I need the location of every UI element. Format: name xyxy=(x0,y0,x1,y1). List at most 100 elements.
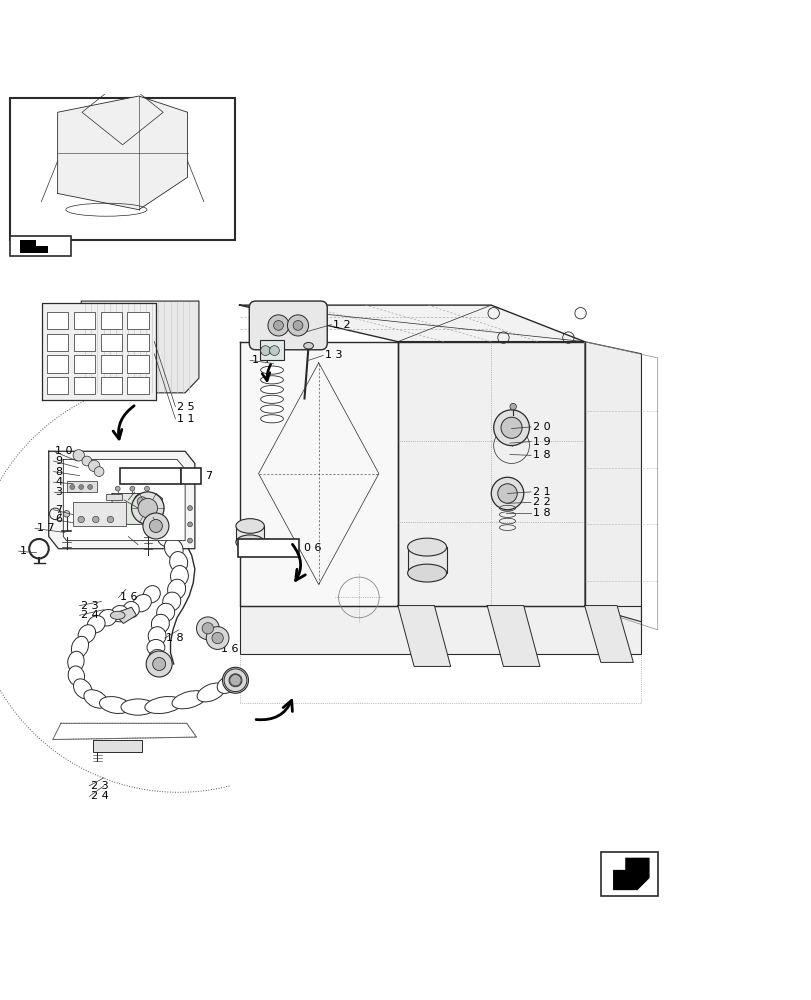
Polygon shape xyxy=(584,606,633,662)
Bar xyxy=(67,481,97,492)
Ellipse shape xyxy=(148,627,166,645)
Bar xyxy=(101,355,122,373)
Circle shape xyxy=(187,522,192,527)
Ellipse shape xyxy=(170,566,188,586)
Ellipse shape xyxy=(88,616,105,633)
Polygon shape xyxy=(49,451,195,549)
Text: 6: 6 xyxy=(55,514,62,524)
Circle shape xyxy=(144,486,149,491)
Circle shape xyxy=(230,675,241,686)
Bar xyxy=(127,312,148,329)
Bar xyxy=(127,377,148,394)
Circle shape xyxy=(196,617,219,640)
Text: 1 6: 1 6 xyxy=(130,532,148,542)
Circle shape xyxy=(70,485,75,489)
Text: 1 1: 1 1 xyxy=(177,414,195,424)
Polygon shape xyxy=(239,606,641,654)
Circle shape xyxy=(222,667,248,693)
Ellipse shape xyxy=(167,579,186,599)
Polygon shape xyxy=(81,301,199,393)
Ellipse shape xyxy=(260,366,283,374)
Ellipse shape xyxy=(260,376,283,384)
Ellipse shape xyxy=(148,649,166,667)
Circle shape xyxy=(206,627,229,649)
Bar xyxy=(260,340,284,360)
Text: 1 7: 1 7 xyxy=(36,523,54,533)
Polygon shape xyxy=(58,96,187,210)
Bar xyxy=(74,312,95,329)
Bar xyxy=(600,852,657,896)
Text: 2 5: 2 5 xyxy=(177,402,195,412)
Polygon shape xyxy=(397,606,450,666)
Circle shape xyxy=(107,516,114,523)
Ellipse shape xyxy=(74,679,92,699)
Circle shape xyxy=(293,321,303,330)
Text: 2 0: 2 0 xyxy=(532,422,550,432)
Ellipse shape xyxy=(133,594,151,612)
Circle shape xyxy=(88,485,92,489)
Polygon shape xyxy=(239,342,397,606)
Ellipse shape xyxy=(122,601,139,618)
Polygon shape xyxy=(397,342,584,606)
Text: 2 4: 2 4 xyxy=(91,791,109,801)
Ellipse shape xyxy=(407,538,446,556)
Polygon shape xyxy=(584,342,641,622)
Circle shape xyxy=(146,651,172,677)
Text: 1 8: 1 8 xyxy=(532,508,550,518)
Ellipse shape xyxy=(144,697,182,714)
Bar xyxy=(127,334,148,351)
Circle shape xyxy=(94,467,104,476)
Ellipse shape xyxy=(147,639,165,655)
Text: 7: 7 xyxy=(55,505,62,515)
Circle shape xyxy=(63,511,70,517)
Text: 7: 7 xyxy=(205,471,212,481)
Polygon shape xyxy=(114,607,136,623)
Text: 2 1: 2 1 xyxy=(532,487,550,497)
Ellipse shape xyxy=(157,603,174,622)
Bar xyxy=(238,539,298,557)
Bar xyxy=(93,740,142,752)
Text: 2: 2 xyxy=(136,487,144,497)
Ellipse shape xyxy=(164,538,183,559)
Bar xyxy=(47,377,68,394)
Polygon shape xyxy=(42,303,156,400)
Polygon shape xyxy=(239,305,584,342)
Bar xyxy=(74,377,95,394)
Circle shape xyxy=(138,498,157,518)
Polygon shape xyxy=(487,606,539,666)
Bar xyxy=(120,468,181,484)
Circle shape xyxy=(131,492,164,524)
Ellipse shape xyxy=(68,666,84,686)
Ellipse shape xyxy=(169,552,187,573)
Circle shape xyxy=(79,485,84,489)
Bar xyxy=(47,312,68,329)
Text: 1 8: 1 8 xyxy=(532,450,550,460)
Text: 2 2: 2 2 xyxy=(532,497,550,507)
Circle shape xyxy=(187,506,192,511)
Circle shape xyxy=(149,519,162,532)
Text: 5: 5 xyxy=(187,471,195,481)
Circle shape xyxy=(78,516,84,523)
Text: 2 4: 2 4 xyxy=(81,610,99,620)
Circle shape xyxy=(491,477,523,510)
Ellipse shape xyxy=(162,592,181,611)
Circle shape xyxy=(88,460,100,472)
Ellipse shape xyxy=(235,535,264,550)
Ellipse shape xyxy=(111,606,128,622)
Text: 1: 1 xyxy=(20,546,28,556)
Text: 1 3: 1 3 xyxy=(324,350,342,360)
Text: 4 3 9: 4 3 9 xyxy=(136,471,165,481)
Ellipse shape xyxy=(235,519,264,533)
Text: 0 6: 0 6 xyxy=(304,543,322,553)
Circle shape xyxy=(212,632,223,644)
Ellipse shape xyxy=(71,636,88,658)
Bar xyxy=(101,334,122,351)
Circle shape xyxy=(152,658,165,671)
Bar xyxy=(47,355,68,373)
Text: 4 4 0: 4 4 0 xyxy=(254,543,282,553)
Ellipse shape xyxy=(121,699,155,715)
Ellipse shape xyxy=(100,697,130,714)
Text: 1 0: 1 0 xyxy=(55,446,73,456)
Ellipse shape xyxy=(260,386,283,394)
Circle shape xyxy=(137,497,147,506)
